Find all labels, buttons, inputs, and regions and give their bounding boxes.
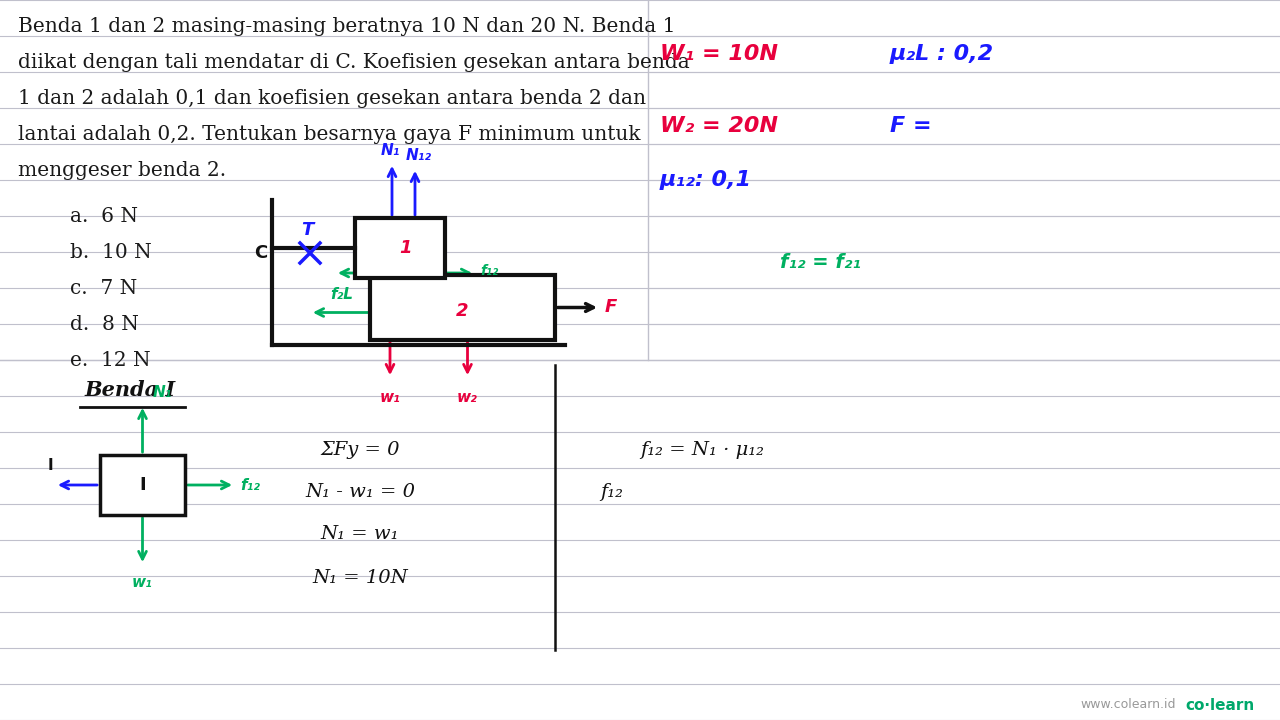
Text: f₁₂: f₁₂ — [241, 477, 260, 492]
Text: Benda I: Benda I — [84, 380, 175, 400]
Text: c.  7 N: c. 7 N — [70, 279, 137, 297]
Text: b.  10 N: b. 10 N — [70, 243, 152, 261]
Text: N₁: N₁ — [152, 385, 172, 400]
Text: 1: 1 — [399, 239, 411, 257]
Text: w₂: w₂ — [457, 390, 477, 405]
Text: C: C — [253, 244, 268, 262]
Text: N₁ - w₁ = 0: N₁ - w₁ = 0 — [305, 483, 415, 501]
Text: 2: 2 — [456, 302, 468, 320]
Bar — [370, 275, 556, 340]
Bar — [355, 218, 445, 278]
Text: f₁₂: f₁₂ — [600, 483, 623, 501]
Text: lantai adalah 0,2. Tentukan besarnya gaya F minimum untuk: lantai adalah 0,2. Tentukan besarnya gay… — [18, 125, 640, 143]
Text: N₁₂: N₁₂ — [406, 148, 433, 163]
Text: 1 dan 2 adalah 0,1 dan koefisien gesekan antara benda 2 dan: 1 dan 2 adalah 0,1 dan koefisien gesekan… — [18, 89, 646, 107]
Text: d.  8 N: d. 8 N — [70, 315, 138, 333]
Text: μ₂L : 0,2: μ₂L : 0,2 — [890, 44, 995, 64]
Text: diikat dengan tali mendatar di C. Koefisien gesekan antara benda: diikat dengan tali mendatar di C. Koefis… — [18, 53, 690, 71]
Text: W₂ = 20N: W₂ = 20N — [660, 116, 778, 136]
Text: w₁: w₁ — [132, 575, 152, 590]
Text: ΣFy = 0: ΣFy = 0 — [320, 441, 399, 459]
Text: f₁₂ = N₁ · μ₁₂: f₁₂ = N₁ · μ₁₂ — [640, 441, 764, 459]
Text: F: F — [605, 299, 617, 317]
Text: co·learn: co·learn — [1185, 698, 1254, 713]
Text: menggeser benda 2.: menggeser benda 2. — [18, 161, 227, 179]
Text: f₁₂ = f₂₁: f₁₂ = f₂₁ — [780, 253, 861, 271]
Text: a.  6 N: a. 6 N — [70, 207, 138, 225]
Text: N₁: N₁ — [380, 143, 399, 158]
Text: Benda 1 dan 2 masing-masing beratnya 10 N dan 20 N. Benda 1: Benda 1 dan 2 masing-masing beratnya 10 … — [18, 17, 676, 35]
Text: N₁ = 10N: N₁ = 10N — [312, 569, 408, 587]
Text: I: I — [47, 457, 52, 472]
Text: www.colearn.id: www.colearn.id — [1080, 698, 1175, 711]
Text: W₁ = 10N: W₁ = 10N — [660, 44, 778, 64]
Text: f₂L: f₂L — [330, 287, 353, 302]
Text: f₁₂: f₁₂ — [480, 264, 498, 278]
Bar — [100, 455, 186, 515]
Text: F =: F = — [890, 116, 932, 136]
Text: μ₁₂: 0,1: μ₁₂: 0,1 — [660, 170, 753, 190]
Text: w₁: w₁ — [380, 390, 401, 405]
Text: N₁ = w₁: N₁ = w₁ — [321, 525, 399, 543]
Text: T: T — [301, 221, 314, 239]
Text: I: I — [140, 476, 146, 494]
Text: e.  12 N: e. 12 N — [70, 351, 151, 369]
